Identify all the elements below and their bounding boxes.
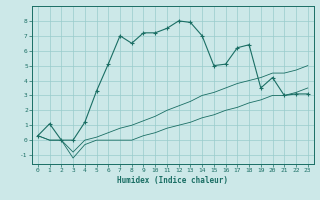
X-axis label: Humidex (Indice chaleur): Humidex (Indice chaleur) (117, 176, 228, 185)
